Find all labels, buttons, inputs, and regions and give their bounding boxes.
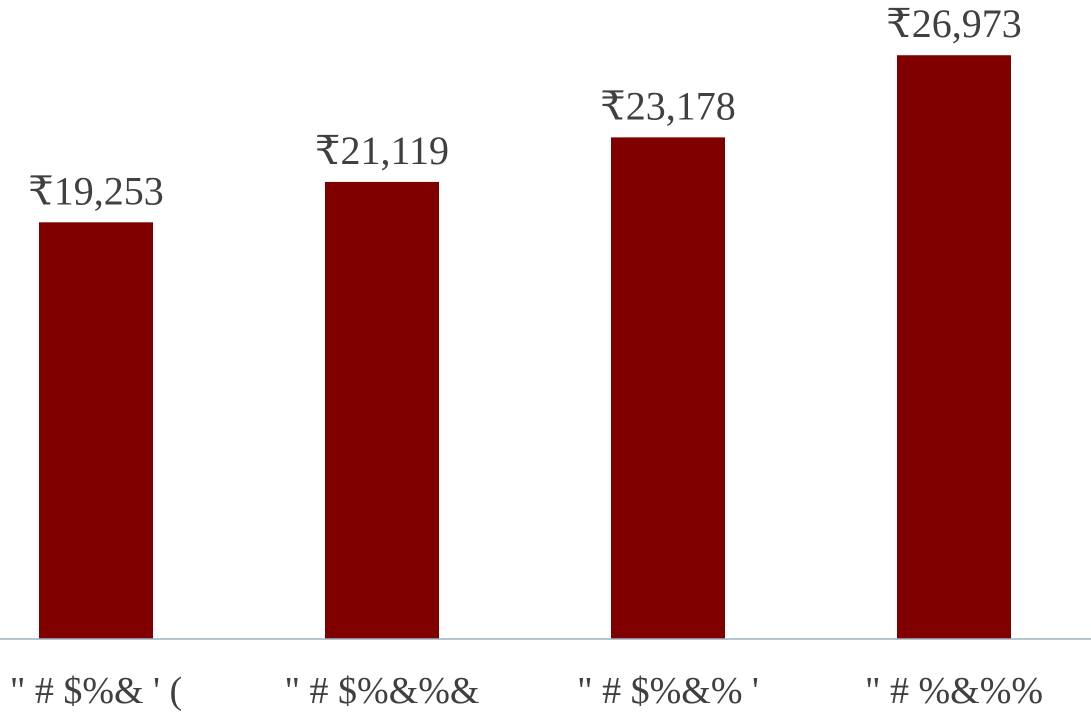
bar-2 <box>325 181 439 639</box>
bar-1 <box>39 222 153 640</box>
category-label-1: " # $%& ' ( <box>10 670 182 712</box>
category-label-4: " # %&%% <box>865 670 1043 712</box>
data-label-3: ₹23,178 <box>600 83 735 128</box>
bar-4 <box>897 55 1011 639</box>
data-label-4: ₹26,973 <box>886 1 1021 46</box>
category-labels-group: " # $%& ' ( " # $%&%& " # $%&% ' " # %&%% <box>10 670 1043 712</box>
data-label-1: ₹19,253 <box>28 168 163 213</box>
data-label-2: ₹21,119 <box>315 128 449 173</box>
bars-group <box>39 55 1011 640</box>
category-label-3: " # $%&% ' <box>577 670 759 712</box>
category-label-2: " # $%&%& <box>285 670 480 712</box>
value-labels-group: ₹19,253 ₹21,119 ₹23,178 ₹26,973 <box>28 1 1021 213</box>
bar-3 <box>611 137 725 639</box>
